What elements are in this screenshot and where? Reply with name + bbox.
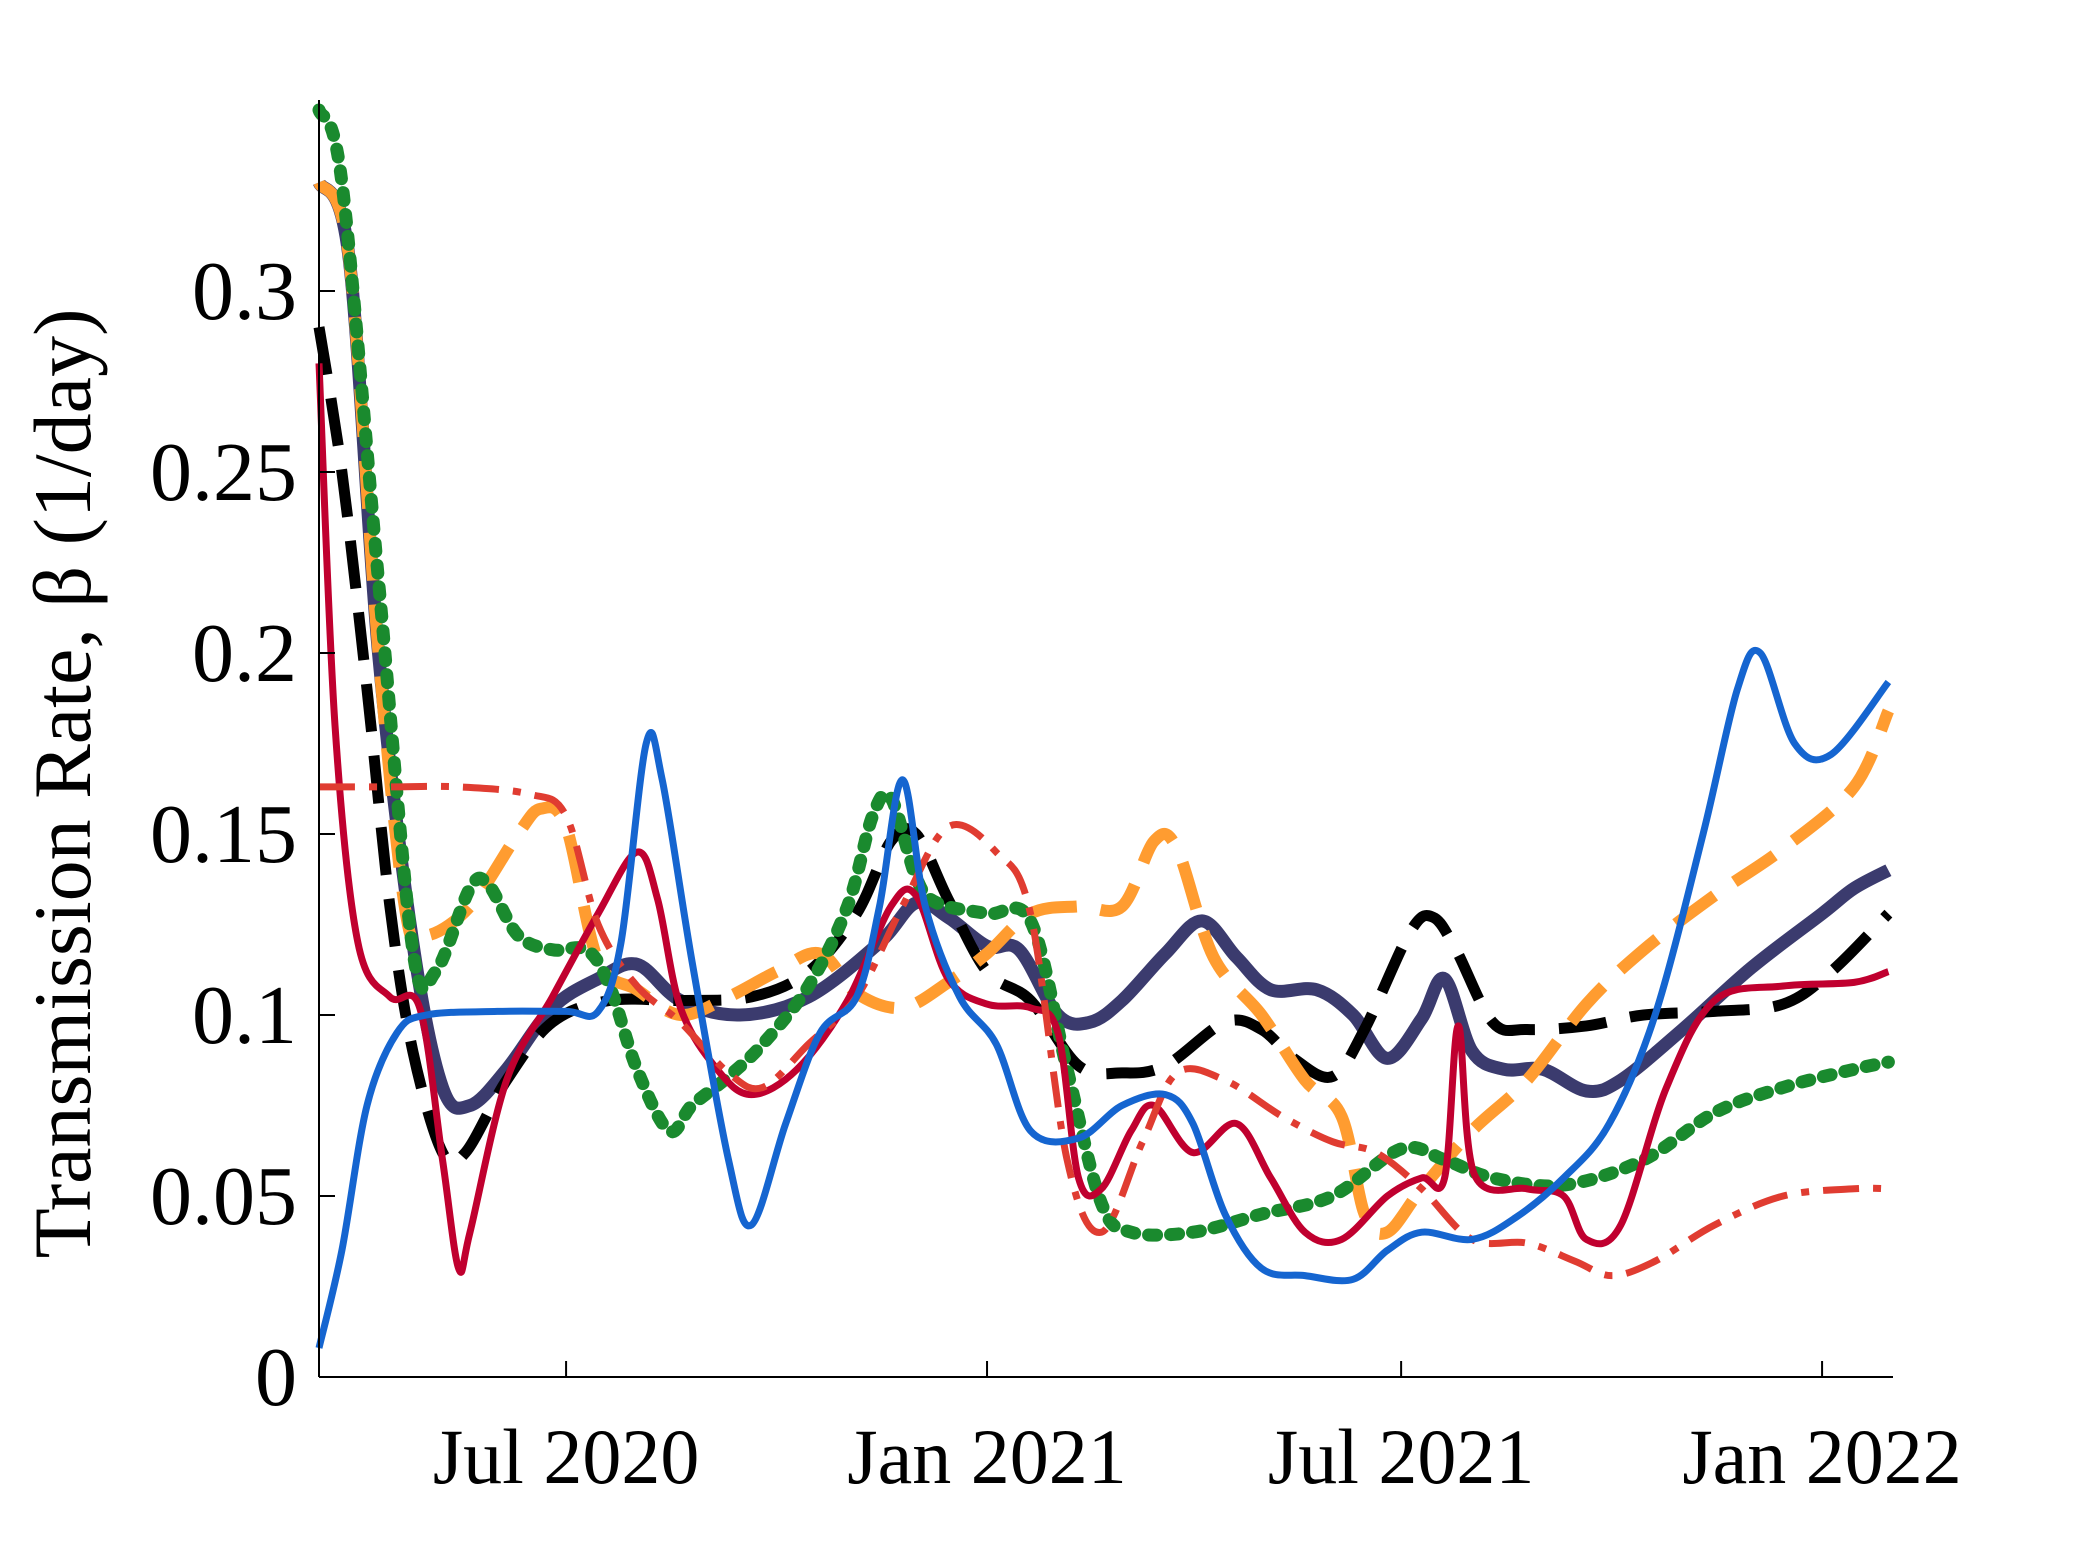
y-tick-label: 0.25 — [150, 426, 297, 519]
y-tick-label: 0 — [255, 1331, 297, 1424]
y-tick-label: 0.3 — [192, 245, 297, 338]
series-line-4 — [312, 103, 1895, 1242]
series-line-6 — [318, 782, 1889, 1280]
y-ticks: 0 0.05 0.1 0.15 0.2 0.25 0.3 — [150, 245, 335, 1424]
series-line-7 — [315, 647, 1892, 1349]
y-tick-label: 0.2 — [192, 607, 297, 700]
series-line-1 — [312, 179, 1892, 1115]
y-axis-label: Transmission Rate, β (1/day) — [17, 309, 108, 1259]
y-tick-label: 0.15 — [150, 788, 297, 881]
y-tick-label: 0.05 — [150, 1150, 297, 1243]
series-line-3 — [313, 179, 1894, 1240]
series-line-2 — [313, 326, 1893, 1169]
y-tick-label: 0.1 — [192, 969, 297, 1062]
series-line-5 — [315, 363, 1890, 1276]
x-tick-label: Jan 2022 — [1682, 1413, 1961, 1500]
x-tick-label: Jan 2021 — [847, 1413, 1126, 1500]
plot-lines — [312, 103, 1895, 1349]
axes — [318, 100, 1893, 1378]
x-ticks: Jul 2020 Jan 2021 Jul 2021 Jan 2022 — [433, 1361, 1962, 1500]
x-tick-label: Jul 2020 — [433, 1413, 700, 1500]
x-tick-label: Jul 2021 — [1268, 1413, 1535, 1500]
